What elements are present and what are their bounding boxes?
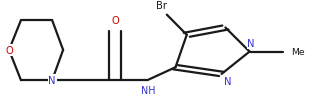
Text: N: N (247, 39, 255, 49)
Text: N: N (223, 76, 231, 86)
Text: N: N (48, 75, 56, 85)
Text: O: O (111, 16, 119, 26)
Text: NH: NH (141, 85, 156, 95)
Text: Br: Br (156, 1, 167, 11)
Text: Me: Me (291, 48, 305, 57)
Text: O: O (5, 45, 13, 55)
